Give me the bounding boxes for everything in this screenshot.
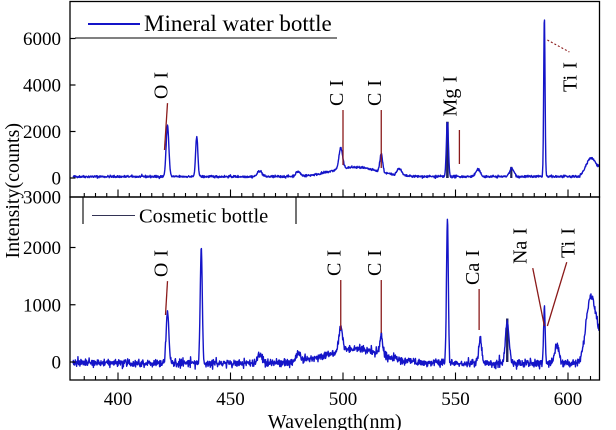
svg-text:I: I xyxy=(462,250,484,257)
svg-text:2000: 2000 xyxy=(23,122,61,143)
svg-text:O: O xyxy=(151,263,173,277)
svg-text:550: 550 xyxy=(441,389,470,410)
svg-text:I: I xyxy=(559,62,581,69)
svg-text:C: C xyxy=(364,93,386,106)
svg-text:I: I xyxy=(151,250,173,257)
svg-text:1000: 1000 xyxy=(23,295,61,316)
svg-text:Ti: Ti xyxy=(558,240,580,258)
svg-text:0: 0 xyxy=(52,169,62,190)
svg-text:I: I xyxy=(364,250,386,257)
svg-text:I: I xyxy=(326,80,348,87)
svg-text:Cosmetic bottle: Cosmetic bottle xyxy=(139,206,268,228)
svg-text:I: I xyxy=(364,80,386,87)
svg-text:400: 400 xyxy=(104,389,133,410)
svg-text:I: I xyxy=(151,72,173,79)
svg-text:600: 600 xyxy=(554,389,583,410)
svg-text:0: 0 xyxy=(52,353,62,374)
svg-text:C: C xyxy=(326,93,348,106)
svg-text:6000: 6000 xyxy=(23,29,61,50)
svg-text:Ti: Ti xyxy=(559,74,581,92)
svg-text:500: 500 xyxy=(329,389,358,410)
svg-text:450: 450 xyxy=(216,389,245,410)
svg-text:Wavelength(nm): Wavelength(nm) xyxy=(268,411,402,430)
svg-text:3000: 3000 xyxy=(23,188,61,209)
svg-text:C: C xyxy=(364,263,386,276)
svg-text:Mineral water bottle: Mineral water bottle xyxy=(144,11,332,36)
svg-text:Mg: Mg xyxy=(439,89,461,117)
svg-text:2000: 2000 xyxy=(23,238,61,259)
svg-text:O: O xyxy=(151,85,173,99)
svg-text:I: I xyxy=(324,250,346,257)
svg-text:4000: 4000 xyxy=(23,76,61,97)
svg-text:Intensity(counts): Intensity(counts) xyxy=(2,123,24,259)
svg-text:C: C xyxy=(324,263,346,276)
svg-text:Na: Na xyxy=(510,241,532,264)
svg-text:Ca: Ca xyxy=(462,263,484,285)
svg-text:I: I xyxy=(558,228,580,235)
svg-text:I: I xyxy=(510,228,532,235)
svg-text:I: I xyxy=(439,76,461,83)
